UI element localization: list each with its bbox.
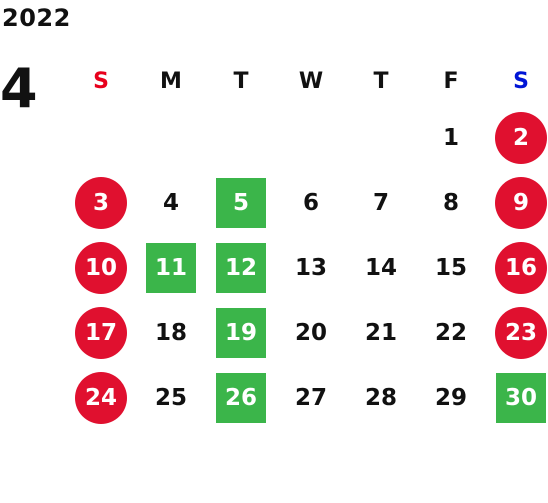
calendar-cell: 23 — [486, 300, 548, 365]
calendar-cell: 2 — [486, 105, 548, 170]
calendar-day-holiday: 16 — [495, 241, 547, 294]
calendar-cell — [206, 105, 276, 170]
calendar-day-closed: 12 — [216, 242, 266, 293]
calendar-cell: 29 — [416, 365, 486, 430]
calendar-cell: 25 — [136, 365, 206, 430]
calendar-cell: 24 — [66, 365, 136, 430]
calendar-cell: 26 — [206, 365, 276, 430]
calendar-cell: 5 — [206, 170, 276, 235]
calendar-cell: 14 — [346, 235, 416, 300]
calendar-weeks: 1 2 3 4 5 6 7 8 9 10 11 12 13 14 15 16 17 18 19 20 21 22 23 24 2… — [66, 105, 548, 430]
weekday-header-row: S M T W T F S — [66, 57, 548, 105]
calendar-cell: 7 — [346, 170, 416, 235]
calendar-day-normal: 14 — [364, 254, 397, 281]
calendar-cell: 21 — [346, 300, 416, 365]
calendar-grid: S M T W T F S 1 2 3 4 5 6 7 8 9 10 11 12 13 14 15 16 17 1… — [66, 57, 548, 430]
calendar-day-normal: 6 — [302, 189, 319, 216]
calendar-day-normal: 28 — [364, 384, 397, 411]
calendar-cell: 20 — [276, 300, 346, 365]
calendar-day-normal: 7 — [372, 189, 389, 216]
calendar-cell: 28 — [346, 365, 416, 430]
calendar-month: 4 — [0, 57, 38, 120]
calendar-day-holiday: 23 — [495, 306, 547, 359]
calendar-day-closed: 19 — [216, 307, 266, 358]
calendar-cell: 3 — [66, 170, 136, 235]
calendar-cell: 15 — [416, 235, 486, 300]
calendar-day-normal: 8 — [442, 189, 459, 216]
calendar-cell: 17 — [66, 300, 136, 365]
calendar-day-closed: 5 — [216, 177, 266, 228]
calendar-week-row: 24 25 26 27 28 29 30 — [66, 365, 548, 430]
weekday-label-saturday: S — [513, 68, 529, 94]
calendar-cell: 13 — [276, 235, 346, 300]
calendar-day-holiday: 3 — [75, 176, 127, 229]
calendar-cell — [136, 105, 206, 170]
calendar-day-normal: 21 — [364, 319, 397, 346]
calendar-day-closed: 30 — [496, 372, 546, 423]
calendar-cell: 1 — [416, 105, 486, 170]
weekday-label-wednesday: W — [298, 68, 324, 94]
weekday-label-tuesday: T — [233, 68, 249, 94]
calendar-cell — [66, 105, 136, 170]
calendar-day-normal: 20 — [294, 319, 327, 346]
calendar-day-closed: 26 — [216, 372, 266, 423]
calendar-day-normal: 1 — [442, 124, 459, 151]
calendar-cell: 10 — [66, 235, 136, 300]
calendar-day-holiday: 10 — [75, 241, 127, 294]
calendar-day-normal: 18 — [154, 319, 187, 346]
calendar-cell: 16 — [486, 235, 548, 300]
calendar-day-holiday: 24 — [75, 371, 127, 424]
calendar-cell: 4 — [136, 170, 206, 235]
calendar-day-holiday: 17 — [75, 306, 127, 359]
calendar-week-row: 3 4 5 6 7 8 9 — [66, 170, 548, 235]
calendar-day-holiday: 9 — [495, 176, 547, 229]
calendar-cell: 12 — [206, 235, 276, 300]
calendar-cell — [346, 105, 416, 170]
calendar-cell: 18 — [136, 300, 206, 365]
weekday-label-friday: F — [443, 68, 459, 94]
calendar-day-closed: 11 — [146, 242, 196, 293]
calendar-day-normal: 15 — [434, 254, 467, 281]
calendar-cell: 9 — [486, 170, 548, 235]
calendar-day-normal: 29 — [434, 384, 467, 411]
calendar-year: 2022 — [2, 4, 71, 32]
calendar-day-normal: 4 — [162, 189, 179, 216]
calendar-cell: 8 — [416, 170, 486, 235]
weekday-label-monday: M — [160, 68, 182, 94]
calendar-cell: 30 — [486, 365, 548, 430]
calendar-week-row: 17 18 19 20 21 22 23 — [66, 300, 548, 365]
calendar-cell: 6 — [276, 170, 346, 235]
calendar-cell: 11 — [136, 235, 206, 300]
calendar-day-normal: 13 — [294, 254, 327, 281]
weekday-label-sunday: S — [93, 68, 109, 94]
calendar-day-normal: 25 — [154, 384, 187, 411]
calendar-week-row: 10 11 12 13 14 15 16 — [66, 235, 548, 300]
calendar-day-holiday: 2 — [495, 111, 547, 164]
calendar-cell: 22 — [416, 300, 486, 365]
calendar-cell: 19 — [206, 300, 276, 365]
calendar-cell — [276, 105, 346, 170]
calendar-cell: 27 — [276, 365, 346, 430]
calendar-day-normal: 22 — [434, 319, 467, 346]
calendar-day-normal: 27 — [294, 384, 327, 411]
weekday-label-thursday: T — [373, 68, 389, 94]
